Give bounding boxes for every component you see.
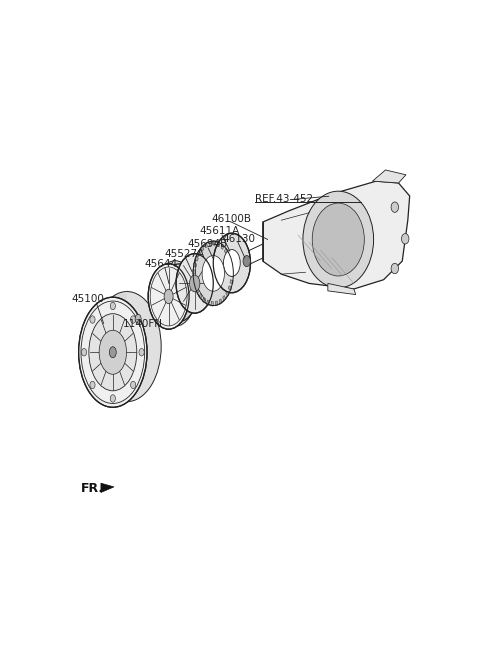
Ellipse shape (164, 289, 173, 304)
Polygon shape (193, 277, 196, 281)
Polygon shape (221, 244, 224, 250)
Ellipse shape (213, 233, 251, 293)
Ellipse shape (176, 254, 213, 313)
Polygon shape (195, 256, 198, 261)
Polygon shape (196, 288, 200, 294)
Text: FR.: FR. (81, 482, 104, 495)
Ellipse shape (90, 381, 95, 389)
Ellipse shape (401, 234, 409, 244)
Polygon shape (168, 261, 175, 329)
Polygon shape (328, 283, 356, 294)
Ellipse shape (110, 302, 115, 309)
Polygon shape (215, 301, 218, 306)
Polygon shape (197, 250, 201, 256)
Ellipse shape (106, 341, 120, 363)
Polygon shape (206, 300, 209, 306)
Polygon shape (204, 242, 207, 248)
Ellipse shape (90, 316, 95, 323)
Polygon shape (201, 246, 204, 251)
Polygon shape (211, 302, 213, 306)
Polygon shape (101, 483, 114, 493)
Ellipse shape (131, 381, 136, 389)
Polygon shape (230, 266, 234, 270)
Polygon shape (209, 241, 211, 246)
Ellipse shape (303, 191, 373, 288)
Polygon shape (194, 283, 197, 288)
Ellipse shape (391, 202, 398, 212)
Polygon shape (199, 294, 202, 299)
Ellipse shape (202, 256, 225, 291)
Text: 45611A: 45611A (200, 227, 240, 237)
Polygon shape (229, 259, 233, 264)
Ellipse shape (135, 314, 141, 323)
Polygon shape (219, 299, 222, 304)
Ellipse shape (93, 292, 161, 401)
Polygon shape (228, 286, 232, 291)
Polygon shape (193, 263, 197, 267)
Polygon shape (193, 270, 196, 273)
Text: REF.43-452: REF.43-452 (255, 194, 313, 204)
Ellipse shape (82, 348, 87, 356)
Text: 45694B: 45694B (188, 239, 228, 250)
Polygon shape (231, 273, 234, 277)
Text: 45100: 45100 (71, 294, 104, 304)
Polygon shape (227, 253, 230, 258)
Polygon shape (224, 248, 228, 254)
Polygon shape (217, 242, 220, 246)
Polygon shape (372, 170, 406, 183)
Text: 1140FN: 1140FN (122, 319, 163, 328)
Ellipse shape (148, 263, 189, 329)
Ellipse shape (193, 241, 233, 306)
Ellipse shape (190, 275, 200, 292)
Ellipse shape (243, 256, 251, 267)
Text: 45644: 45644 (145, 259, 178, 269)
Text: 46100B: 46100B (211, 214, 252, 224)
Ellipse shape (110, 395, 115, 402)
Ellipse shape (89, 313, 137, 391)
Text: 45527A: 45527A (164, 250, 204, 260)
Ellipse shape (109, 347, 116, 358)
Ellipse shape (155, 261, 196, 327)
Ellipse shape (131, 316, 136, 323)
Ellipse shape (79, 297, 147, 407)
Polygon shape (223, 296, 226, 301)
Polygon shape (226, 291, 229, 296)
Ellipse shape (224, 250, 240, 277)
Polygon shape (230, 280, 233, 284)
Polygon shape (263, 181, 410, 289)
Ellipse shape (312, 203, 364, 276)
Ellipse shape (99, 330, 127, 374)
Ellipse shape (139, 348, 144, 356)
Ellipse shape (391, 263, 398, 274)
Polygon shape (213, 240, 216, 245)
Text: 46130: 46130 (222, 234, 255, 244)
Polygon shape (113, 292, 127, 407)
Polygon shape (203, 298, 205, 303)
